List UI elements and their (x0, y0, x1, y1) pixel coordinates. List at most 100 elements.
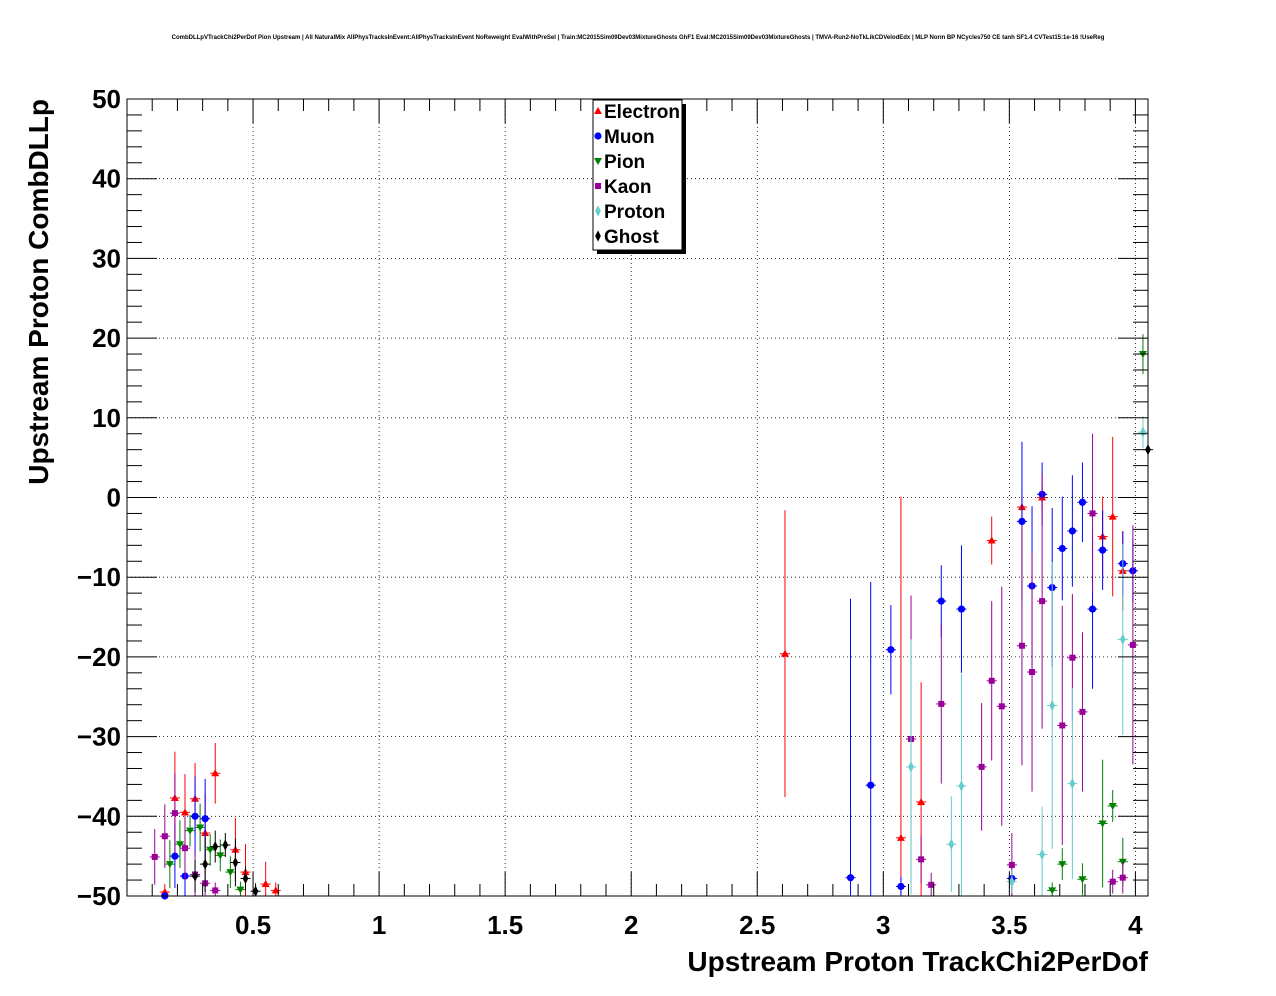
marker-ghost (202, 858, 208, 870)
y-tick-label: −10 (77, 562, 121, 592)
marker-proton (1009, 875, 1015, 888)
marker-ghost (252, 885, 259, 897)
data-point-electron (895, 496, 906, 896)
data-point-proton (1117, 543, 1128, 736)
marker-pion (216, 852, 225, 860)
data-point-pion (164, 840, 175, 889)
marker-pion (206, 846, 215, 854)
data-point-muon (885, 605, 896, 695)
data-point-electron (779, 510, 791, 798)
data-point-kaon (1107, 869, 1118, 894)
legend-label-kaon: Kaon (604, 177, 652, 198)
data-point-ghost (230, 838, 241, 887)
marker-ghost (192, 870, 198, 882)
marker-proton (958, 780, 965, 792)
data-point-muon (845, 598, 856, 896)
marker-muon (887, 646, 895, 654)
data-point-kaon (1016, 526, 1027, 766)
legend-marker-electron (594, 107, 602, 114)
axis-ticks (127, 98, 1148, 897)
y-tick-label: 40 (92, 164, 121, 194)
marker-kaon (1008, 861, 1015, 868)
marker-proton (1119, 633, 1126, 646)
data-point-muon (1097, 510, 1108, 590)
marker-muon (1078, 498, 1087, 506)
x-tick-label: 3 (876, 910, 890, 940)
x-tick-label: 2 (624, 910, 638, 940)
data-point-kaon (210, 882, 221, 896)
marker-pion (236, 886, 245, 894)
marker-muon (957, 605, 966, 613)
series-muon (159, 441, 1138, 900)
marker-kaon (1059, 722, 1066, 729)
y-axis-title: Upstream Proton CombDLLp (23, 99, 54, 485)
chart-title: CombDLLpVTrackChi2PerDof Pion Upstream |… (171, 35, 1105, 41)
data-point-proton (1047, 562, 1058, 849)
data-point-kaon (1077, 632, 1088, 792)
y-tick-label: −30 (77, 722, 121, 752)
marker-kaon (1129, 641, 1136, 648)
marker-kaon (1018, 642, 1025, 649)
data-point-proton (905, 639, 917, 895)
marker-kaon (1079, 708, 1086, 715)
data-point-muon (956, 545, 967, 673)
marker-muon (867, 781, 875, 789)
marker-electron (261, 880, 270, 888)
data-point-pion (195, 803, 206, 852)
marker-pion (226, 869, 235, 877)
legend-entry-muon: Muon (594, 127, 655, 148)
marker-muon (897, 882, 905, 891)
marker-pion (1098, 820, 1107, 828)
data-point-pion (184, 814, 196, 847)
data-point-kaon (1117, 861, 1128, 894)
marker-kaon (171, 810, 178, 817)
data-point-muon (1057, 496, 1068, 601)
legend-label-pion: Pion (604, 152, 645, 173)
marker-ghost (232, 856, 239, 869)
data-point-ghost (190, 860, 201, 893)
data-points (149, 334, 1154, 900)
marker-muon (171, 852, 179, 860)
data-point-kaon (1087, 433, 1098, 594)
series-ghost (190, 354, 1154, 897)
marker-electron (896, 833, 905, 841)
data-point-electron (1107, 436, 1118, 597)
data-point-pion (235, 881, 246, 896)
data-point-kaon (976, 703, 987, 831)
y-tick-label: 10 (92, 403, 121, 433)
marker-muon (1058, 544, 1066, 553)
tick-labels: 0.5 1 1.5 2 2.5 3 3.5 4 −50 −40 −30 −20 −10 0 10 20 30 40… (77, 84, 1143, 940)
y-tick-label: −50 (77, 881, 121, 911)
marker-kaon (988, 677, 995, 684)
marker-muon (191, 812, 199, 820)
data-point-kaon (926, 872, 937, 896)
data-point-proton (1137, 416, 1148, 449)
data-point-muon (190, 776, 201, 857)
marker-muon (1088, 605, 1097, 613)
marker-proton (948, 838, 955, 850)
data-point-kaon (916, 835, 927, 884)
marker-pion (1058, 861, 1067, 869)
x-tick-label: 4 (1128, 910, 1143, 940)
data-point-ghost (240, 866, 251, 891)
marker-electron (987, 536, 996, 544)
legend-marker-proton (595, 205, 601, 217)
x-tick-label: 1.5 (487, 910, 523, 940)
marker-pion (1108, 802, 1117, 810)
legend-marker-muon (594, 132, 602, 140)
series-kaon (149, 433, 1138, 896)
x-tick-label: 0.5 (235, 910, 271, 940)
marker-electron (180, 808, 189, 816)
data-point-proton (1067, 687, 1078, 880)
data-point-kaon (1026, 552, 1038, 792)
data-point-muon (865, 581, 876, 896)
x-axis-title: Upstream Proton TrackChi2PerDof (687, 946, 1148, 977)
data-point-electron (260, 861, 271, 896)
marker-kaon (938, 700, 945, 707)
data-point-proton (1037, 806, 1048, 896)
legend-entry-ghost: Ghost (595, 227, 660, 248)
data-point-proton (946, 796, 957, 893)
marker-proton (1069, 777, 1076, 790)
data-point-pion (174, 820, 185, 869)
marker-kaon (1069, 654, 1076, 661)
